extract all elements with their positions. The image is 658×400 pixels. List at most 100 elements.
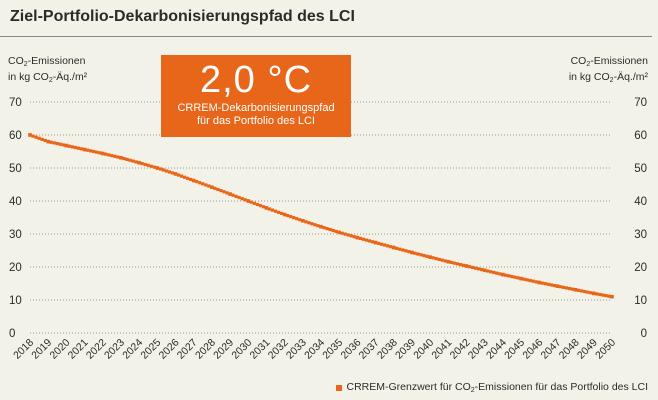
series-marker <box>79 147 84 151</box>
y-tick-left: 60 <box>9 130 22 142</box>
series-marker <box>213 186 217 190</box>
series-marker <box>231 193 235 197</box>
series-marker <box>98 151 102 155</box>
series-marker <box>434 257 438 261</box>
series-marker <box>589 291 593 295</box>
series-marker <box>364 238 369 242</box>
series-marker <box>413 251 417 255</box>
data-point <box>501 272 505 277</box>
series-marker <box>128 158 132 162</box>
series-marker <box>361 237 366 241</box>
series-marker <box>255 202 259 207</box>
series-marker <box>522 277 526 281</box>
series-marker <box>176 173 181 177</box>
data-point <box>64 143 69 148</box>
series-marker <box>252 201 256 205</box>
series-marker <box>304 220 308 224</box>
series-marker <box>322 226 326 230</box>
y-tick-left: 70 <box>9 97 22 109</box>
series-marker <box>186 176 190 180</box>
series-marker <box>504 273 508 277</box>
series-marker <box>158 167 162 171</box>
series-marker <box>104 152 108 156</box>
series-marker <box>328 227 332 232</box>
series-marker <box>461 263 466 267</box>
series-marker <box>58 142 62 146</box>
badge-line2: für das Portfolio des LCI <box>196 115 315 127</box>
series-marker <box>316 224 320 228</box>
series-marker <box>76 146 81 150</box>
series-marker <box>510 274 514 279</box>
series-marker <box>389 245 393 249</box>
series-marker <box>398 247 402 251</box>
series-marker <box>334 229 338 234</box>
data-point <box>301 219 305 223</box>
data-point <box>28 133 32 137</box>
series-marker <box>149 164 153 168</box>
series-marker <box>201 182 205 186</box>
y-tick-right: 40 <box>634 196 647 208</box>
data-point <box>537 280 542 285</box>
series-marker <box>580 289 584 293</box>
series-marker <box>422 253 426 258</box>
series-marker <box>313 223 317 227</box>
series-marker <box>286 213 290 218</box>
series-marker <box>116 155 120 159</box>
series-marker <box>489 270 493 274</box>
series-marker <box>276 210 281 214</box>
series-marker <box>222 190 226 194</box>
series-marker <box>586 290 590 294</box>
series-marker <box>395 246 399 250</box>
badge-value: 2,0 °C <box>199 59 313 101</box>
y-tick-left: 10 <box>9 295 22 307</box>
data-point <box>137 160 141 165</box>
series-marker <box>404 249 408 253</box>
series-marker <box>340 231 344 235</box>
series-marker <box>549 283 553 287</box>
series-marker <box>477 267 481 271</box>
series-marker <box>425 254 429 258</box>
legend-label: CRREM-Grenzwert für CO2-Emissionen für d… <box>346 381 649 394</box>
series-marker <box>134 160 138 164</box>
series-marker <box>40 137 44 141</box>
data-point <box>410 250 414 255</box>
series-marker <box>561 285 566 289</box>
series-marker <box>543 282 547 286</box>
series-marker <box>307 221 311 225</box>
series-marker <box>525 278 529 282</box>
series-marker <box>152 165 156 169</box>
series-marker <box>92 149 96 154</box>
series-marker <box>204 183 208 187</box>
series-marker <box>179 174 184 178</box>
series-marker <box>407 250 411 254</box>
y-tick-left: 20 <box>9 262 22 274</box>
series-marker <box>279 211 284 216</box>
series-marker <box>295 217 299 221</box>
series-marker <box>386 244 390 248</box>
series-marker <box>237 195 241 200</box>
series-marker <box>207 184 211 188</box>
series-marker <box>219 189 223 193</box>
data-point <box>355 235 360 240</box>
series-marker <box>110 154 114 158</box>
series-marker <box>331 228 335 233</box>
series-marker <box>467 265 472 269</box>
series-marker <box>401 248 405 252</box>
series-marker <box>470 265 475 270</box>
legend-swatch <box>335 384 342 391</box>
series-marker <box>73 145 78 150</box>
y-tick-right: 20 <box>634 262 647 274</box>
chart-legend: CRREM-Grenzwert für CO2-Emissionen für d… <box>335 381 649 394</box>
series-marker <box>146 163 150 167</box>
y-tick-right: 30 <box>634 229 647 241</box>
data-point <box>282 212 287 217</box>
series-marker <box>292 216 296 220</box>
series-marker <box>513 275 517 279</box>
series-marker <box>528 278 532 283</box>
data-point <box>319 224 323 229</box>
data-point <box>391 245 396 250</box>
temperature-badge: 2,0 °C CRREM-Dekarbonisierungspfad für d… <box>161 55 351 137</box>
series-marker <box>452 261 456 265</box>
series-marker <box>352 235 356 239</box>
data-point <box>610 294 614 299</box>
